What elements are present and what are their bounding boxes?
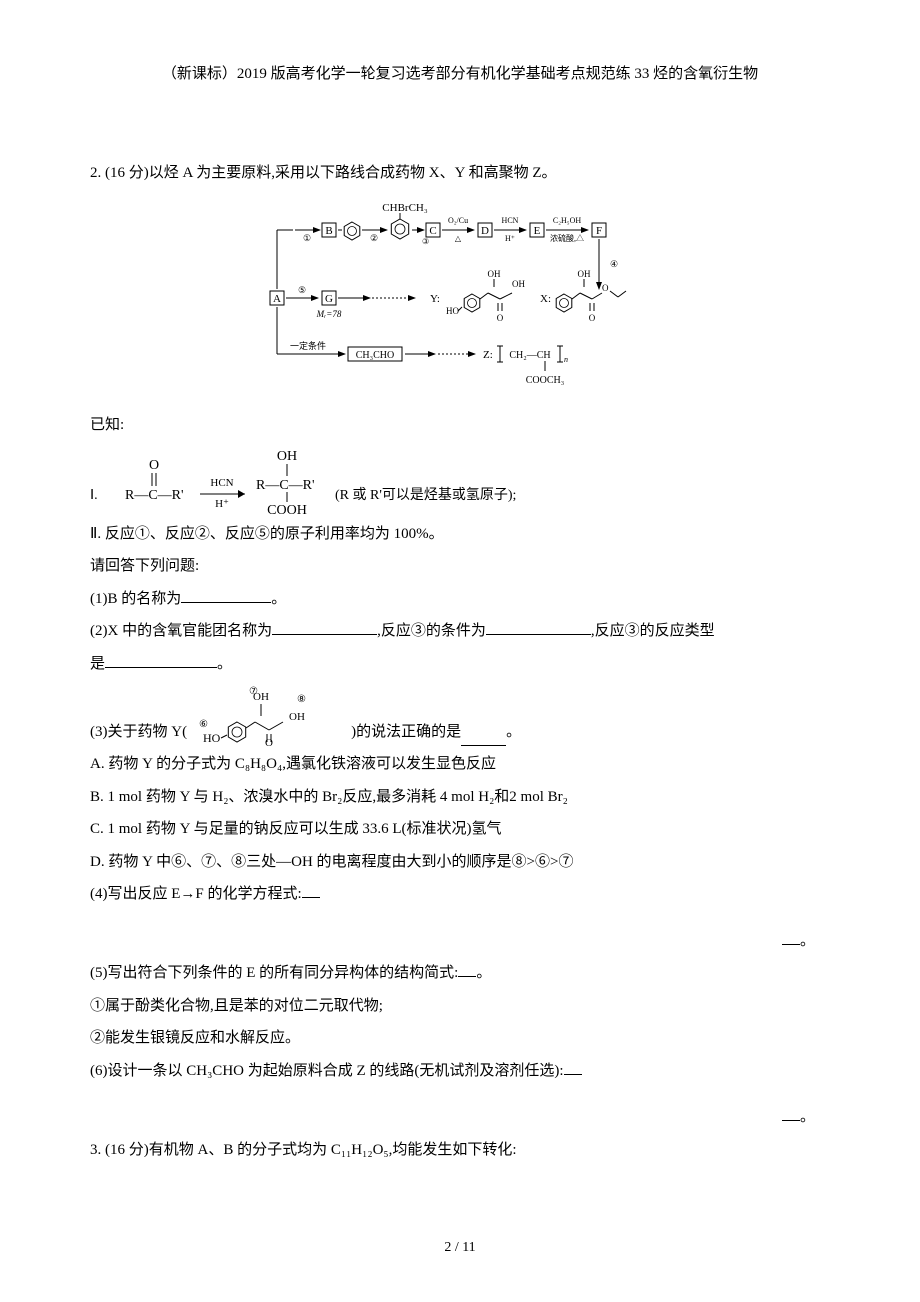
svg-text:OH: OH (578, 269, 591, 279)
svg-text:Z:: Z: (483, 349, 493, 361)
q2-2-line2: 是。 (90, 650, 830, 679)
blank-input (458, 962, 476, 977)
blank-input (461, 731, 506, 746)
q2-5-c1: ①属于酚类化合物,且是苯的对位二元取代物; (90, 992, 830, 1021)
svg-text:OH: OH (512, 279, 525, 289)
q2-3-suffix: )的说法正确的是 (351, 718, 461, 747)
svg-text:R—C—R': R—C—R' (125, 488, 184, 503)
known-1-formula: Ⅰ. R—C—R' O HCN H⁺ R—C—R' OH CO (90, 444, 830, 516)
q2-2c-text: ,反应③的反应类型 (591, 623, 715, 639)
svg-text:COOH: COOH (267, 503, 307, 516)
svg-text:⑦: ⑦ (249, 686, 258, 697)
svg-text:②: ② (370, 233, 378, 243)
q2-1-text: (1)B 的名称为 (90, 591, 181, 607)
q2-4-text: (4)写出反应 E→F 的化学方程式: (90, 886, 302, 902)
q2-2a-text: (2)X 中的含氧官能团名称为 (90, 623, 272, 639)
svg-text:C: C (429, 225, 436, 237)
q2-1-suffix: 。 (271, 591, 286, 607)
svg-text:△: △ (455, 234, 462, 243)
svg-text:⑥: ⑥ (199, 719, 208, 730)
svg-text:H⁺: H⁺ (505, 234, 515, 243)
svg-text:浓硫酸,△: 浓硫酸,△ (550, 233, 584, 243)
svg-text:HCN: HCN (210, 477, 233, 489)
svg-text:CH₂—CH: CH₂—CH (509, 350, 550, 361)
svg-text:H⁺: H⁺ (215, 498, 229, 510)
svg-text:(R 或 R'可以是烃基或氢原子);: (R 或 R'可以是烃基或氢原子); (335, 486, 516, 503)
svg-text:Mᵣ=78: Mᵣ=78 (316, 309, 342, 319)
q2-4-blank-end: 。 (90, 927, 830, 956)
svg-text:①: ① (303, 233, 311, 243)
svg-text:O: O (589, 313, 596, 323)
opt-a: A. 药物 Y 的分子式为 C₈H₈O₄,遇氯化铁溶液可以发生显色反应 (90, 750, 830, 779)
svg-text:O: O (602, 283, 609, 293)
svg-text:G: G (325, 293, 333, 305)
q2-3-end: 。 (506, 718, 521, 747)
q2-5-text: (5)写出符合下列条件的 E 的所有同分异构体的结构简式: (90, 965, 458, 981)
q2-5-c2: ②能发生银镜反应和水解反应。 (90, 1024, 830, 1053)
page-footer: 2 / 11 (0, 1235, 920, 1262)
opt-b: B. 1 mol 药物 Y 与 H₂、浓溴水中的 Br₂反应,最多消耗 4 mo… (90, 783, 830, 812)
blank-input (181, 588, 271, 603)
svg-text:X:: X: (540, 293, 551, 305)
svg-text:O: O (497, 313, 504, 323)
svg-text:COOCH₃: COOCH₃ (526, 375, 565, 386)
q2-3: (3)关于药物 Y( HO ⑥ OH ⑦ OH (90, 682, 830, 746)
svg-text:HO: HO (203, 731, 221, 745)
svg-text:一定条件: 一定条件 (290, 340, 326, 351)
svg-text:O₂/Cu: O₂/Cu (448, 216, 468, 225)
blank-input (564, 1060, 582, 1075)
opt-d: D. 药物 Y 中⑥、⑦、⑧三处—OH 的电离程度由大到小的顺序是⑧>⑥>⑦ (90, 848, 830, 877)
known-2: Ⅱ. 反应①、反应②、反应⑤的原子利用率均为 100%。 (90, 520, 830, 549)
synthesis-route-diagram: CHBrCH₃ B ① ② (90, 199, 830, 399)
svg-text:Y:: Y: (430, 293, 440, 305)
svg-text:D: D (481, 225, 489, 237)
q3-intro: 3. (16 分)有机物 A、B 的分子式均为 C₁₁H₁₂O₅,均能发生如下转… (90, 1136, 830, 1165)
svg-text:HCN: HCN (502, 216, 519, 225)
blank-input (302, 883, 320, 898)
svg-text:Ⅰ.: Ⅰ. (90, 488, 98, 503)
q2-1: (1)B 的名称为 。 (90, 585, 830, 614)
q2-4: (4)写出反应 E→F 的化学方程式: (90, 880, 830, 909)
page-header: （新课标）2019 版高考化学一轮复习选考部分有机化学基础考点规范练 33 烃的… (90, 60, 830, 89)
q2-5: (5)写出符合下列条件的 E 的所有同分异构体的结构简式:。 (90, 959, 830, 988)
svg-text:③: ③ (422, 237, 429, 246)
svg-text:O: O (265, 737, 273, 746)
mol-y-structure: HO ⑥ OH ⑦ OH ⑧ (189, 682, 349, 746)
svg-text:⑧: ⑧ (297, 694, 306, 705)
q2-2-suffix: 。 (217, 656, 232, 672)
svg-text:O: O (149, 458, 159, 473)
q2-6-text: (6)设计一条以 CH₃CHO 为起始原料合成 Z 的线路(无机试剂及溶剂任选)… (90, 1063, 564, 1079)
q2-2d-text: 是 (90, 656, 105, 672)
q2-2-line1: (2)X 中的含氧官能团名称为 ,反应③的条件为 ,反应③的反应类型 (90, 617, 830, 646)
known-label: 已知: (90, 411, 830, 440)
q2-2b-text: ,反应③的条件为 (377, 623, 486, 639)
svg-text:CH₃CHO: CH₃CHO (356, 350, 395, 361)
answer-prompt: 请回答下列问题: (90, 552, 830, 581)
q2-6-blank-end: 。 (90, 1103, 830, 1132)
blank-input (105, 653, 217, 668)
svg-text:CHBrCH₃: CHBrCH₃ (382, 202, 428, 214)
svg-text:A: A (273, 293, 281, 305)
svg-text:OH: OH (488, 269, 501, 279)
svg-text:E: E (534, 225, 541, 237)
opt-c: C. 1 mol 药物 Y 与足量的钠反应可以生成 33.6 L(标准状况)氢气 (90, 815, 830, 844)
svg-text:OH: OH (289, 711, 305, 723)
blank-input (486, 620, 591, 635)
q2-6: (6)设计一条以 CH₃CHO 为起始原料合成 Z 的线路(无机试剂及溶剂任选)… (90, 1057, 830, 1086)
svg-text:C₂H₅OH: C₂H₅OH (553, 216, 581, 225)
svg-text:F: F (596, 225, 602, 237)
svg-text:R—C—R': R—C—R' (256, 478, 315, 493)
blank-input (272, 620, 377, 635)
q2-intro: 2. (16 分)以烃 A 为主要原料,采用以下路线合成药物 X、Y 和高聚物 … (90, 159, 830, 188)
svg-text:④: ④ (610, 259, 618, 269)
svg-text:HO: HO (446, 306, 459, 316)
svg-text:n: n (564, 355, 568, 364)
q2-3-prefix: (3)关于药物 Y( (90, 718, 187, 747)
svg-text:B: B (325, 225, 332, 237)
svg-text:OH: OH (277, 449, 297, 464)
svg-text:⑤: ⑤ (298, 285, 306, 295)
